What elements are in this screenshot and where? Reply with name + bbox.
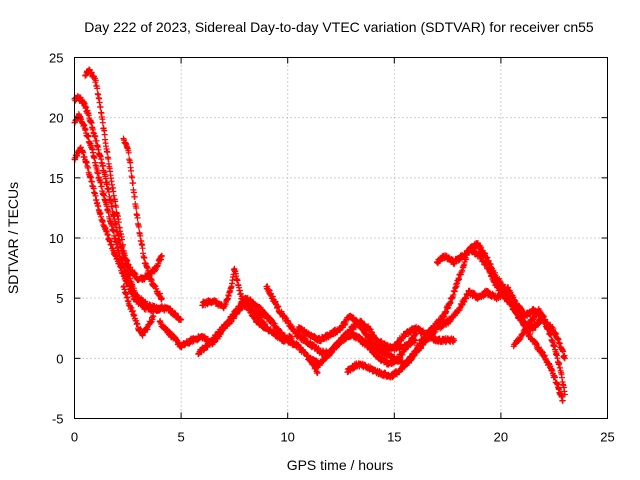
series-trace-5 [120, 135, 165, 303]
series-trace-6 [120, 283, 157, 339]
x-axis-label: GPS time / hours [287, 457, 394, 473]
point-markers [199, 265, 270, 332]
x-tick-label: 15 [387, 430, 401, 445]
y-axis-label: SDTVAR / TECUs [5, 182, 21, 294]
x-tick-label: 20 [494, 430, 508, 445]
chart-title: Day 222 of 2023, Sidereal Day-to-day VTE… [84, 19, 594, 35]
x-tick-label: 5 [177, 430, 184, 445]
y-tick-label: 15 [49, 171, 63, 186]
point-markers [510, 306, 568, 362]
x-tick-label: 0 [71, 430, 78, 445]
axis-ticks: 0 5 10 15 20 25 -5 0 5 10 15 20 25 [49, 51, 615, 445]
x-tick-label: 25 [600, 430, 614, 445]
y-tick-label: 0 [56, 351, 63, 366]
point-markers [120, 283, 157, 339]
series-trace-9 [199, 265, 270, 332]
series-trace-8 [195, 294, 321, 377]
y-tick-label: -5 [52, 412, 64, 427]
point-markers [82, 66, 185, 323]
y-tick-label: 5 [56, 291, 63, 306]
y-tick-label: 20 [49, 111, 63, 126]
series-trace-17 [510, 306, 568, 362]
y-tick-label: 10 [49, 231, 63, 246]
y-tick-label: 25 [49, 51, 63, 66]
point-markers [195, 294, 321, 377]
point-markers [120, 135, 165, 303]
grid-lines [74, 57, 608, 419]
series-trace-4 [82, 66, 185, 323]
x-tick-label: 10 [280, 430, 294, 445]
